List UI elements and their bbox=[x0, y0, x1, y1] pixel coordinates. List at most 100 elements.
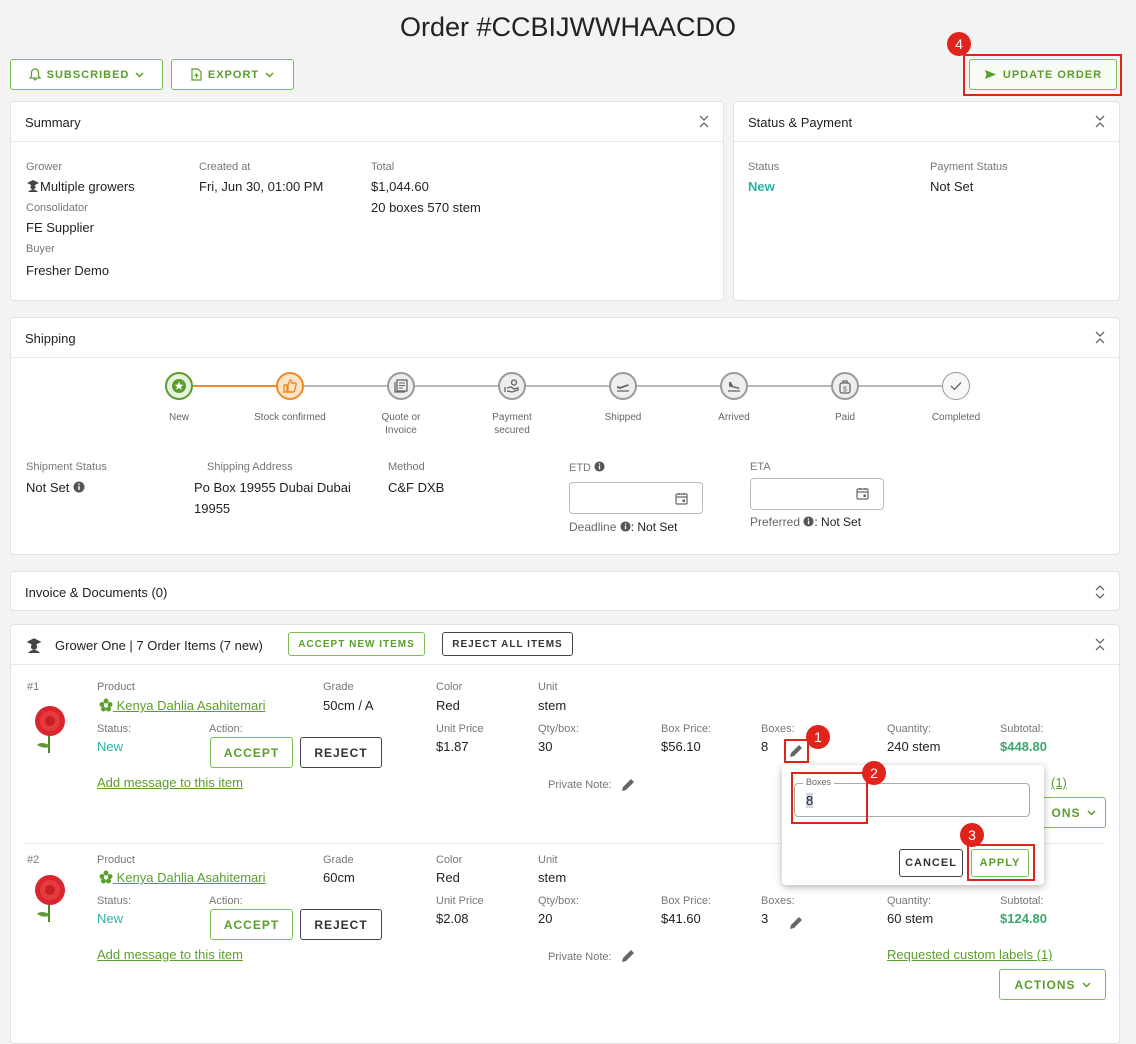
subscribed-button[interactable]: SUBSCRIBED bbox=[10, 59, 163, 90]
actions-button-partial[interactable]: ONS bbox=[1041, 797, 1106, 828]
info-icon[interactable] bbox=[73, 481, 85, 493]
pencil-icon[interactable] bbox=[788, 743, 804, 759]
color-label: Color bbox=[436, 681, 463, 693]
total-value: $1,044.60 bbox=[371, 179, 429, 194]
product-link[interactable]: Kenya Dahlia Asahitemari bbox=[99, 698, 265, 713]
boxes-input-value[interactable]: 8 bbox=[806, 793, 814, 808]
grade-value: 60cm bbox=[323, 870, 355, 885]
reject-all-items-button[interactable]: REJECT ALL ITEMS bbox=[442, 632, 573, 656]
requested-labels-link-partial[interactable]: (1) bbox=[1051, 775, 1067, 790]
apply-button[interactable]: APPLY bbox=[971, 849, 1029, 877]
private-note-label: Private Note: bbox=[548, 951, 612, 963]
accept-item-button[interactable]: ACCEPT bbox=[210, 909, 293, 940]
box-price-label: Box Price: bbox=[661, 723, 712, 735]
collapse-icon[interactable] bbox=[1093, 112, 1107, 132]
preferred-value: Preferred : Not Set bbox=[750, 515, 862, 529]
step-label-payment-secured: Payment secured bbox=[492, 412, 532, 436]
color-value: Red bbox=[436, 870, 460, 885]
etd-date-input[interactable] bbox=[569, 482, 703, 514]
shipment-status-value: Not Set bbox=[26, 480, 85, 495]
cancel-button[interactable]: CANCEL bbox=[899, 849, 963, 877]
status-label: Status bbox=[748, 161, 780, 173]
total-label: Total bbox=[371, 161, 395, 173]
created-value: Fri, Jun 30, 01:00 PM bbox=[199, 179, 324, 194]
add-message-link[interactable]: Add message to this item bbox=[97, 775, 243, 790]
subscribed-label: SUBSCRIBED bbox=[46, 68, 130, 81]
update-order-button[interactable]: UPDATE ORDER bbox=[969, 59, 1117, 90]
status-payment-header[interactable]: Status & Payment bbox=[734, 102, 1119, 142]
consolidator-label: Consolidator bbox=[26, 202, 88, 214]
chevron-down-icon bbox=[135, 71, 144, 78]
expand-icon[interactable] bbox=[1093, 582, 1107, 602]
private-note-label: Private Note: bbox=[548, 779, 612, 791]
status-label: Status: bbox=[97, 895, 132, 907]
summary-header[interactable]: Summary bbox=[11, 102, 723, 142]
info-icon[interactable] bbox=[803, 516, 814, 527]
pencil-icon[interactable] bbox=[788, 915, 804, 931]
info-icon[interactable] bbox=[620, 521, 631, 532]
grade-label: Grade bbox=[323, 681, 354, 693]
item-status-value: New bbox=[97, 911, 124, 926]
summary-title: Summary bbox=[25, 115, 81, 130]
annotation-box-3 bbox=[967, 844, 1035, 881]
accept-new-items-button[interactable]: ACCEPT NEW ITEMS bbox=[288, 632, 425, 656]
step-stock-confirmed-icon bbox=[276, 372, 304, 400]
unit-label: Unit bbox=[538, 854, 558, 866]
item-index: #1 bbox=[27, 681, 40, 693]
box-price-value: $56.10 bbox=[661, 739, 701, 754]
annotation-marker-3: 3 bbox=[960, 823, 984, 847]
collapse-icon[interactable] bbox=[697, 112, 711, 132]
method-label: Method bbox=[388, 461, 425, 473]
boxes-input-field[interactable]: Boxes 8 bbox=[794, 777, 1030, 817]
shipment-status-label: Shipment Status bbox=[26, 461, 107, 473]
unit-price-value: $2.08 bbox=[436, 911, 469, 926]
accept-item-button[interactable]: ACCEPT bbox=[210, 737, 293, 768]
item-divider bbox=[25, 843, 1105, 844]
status-value: New bbox=[748, 179, 775, 194]
chevron-down-icon bbox=[265, 71, 274, 78]
svg-text:$: $ bbox=[843, 386, 847, 393]
requested-labels-link[interactable]: Requested custom labels (1) bbox=[887, 947, 1053, 962]
export-button[interactable]: EXPORT bbox=[171, 59, 294, 90]
annotation-marker-2: 2 bbox=[862, 761, 886, 785]
page-title: Order #CCBIJWWHAACDO bbox=[399, 12, 737, 42]
calendar-icon[interactable] bbox=[856, 487, 869, 500]
shipping-address-line1: Po Box 19955 Dubai Dubai bbox=[194, 480, 351, 495]
pencil-icon[interactable] bbox=[620, 777, 636, 793]
actions-button[interactable]: ACTIONS bbox=[999, 969, 1106, 1000]
annotation-box-4 bbox=[963, 54, 1122, 96]
step-label-arrived: Arrived bbox=[718, 412, 750, 423]
reject-item-button[interactable]: REJECT bbox=[300, 909, 382, 940]
subtotal-value: $448.80 bbox=[1000, 739, 1047, 754]
box-price-value: $41.60 bbox=[661, 911, 701, 926]
info-icon[interactable] bbox=[594, 461, 605, 472]
calendar-icon[interactable] bbox=[675, 492, 688, 505]
step-shipped-icon bbox=[609, 372, 637, 400]
eta-date-input[interactable] bbox=[750, 478, 884, 510]
grower-header[interactable]: Grower One | 7 Order Items (7 new) ACCEP… bbox=[11, 625, 1119, 665]
annotation-marker-4: 4 bbox=[947, 32, 971, 56]
step-label-shipped: Shipped bbox=[604, 412, 642, 423]
qty-box-label: Qty/box: bbox=[538, 723, 579, 735]
collapse-icon[interactable] bbox=[1093, 635, 1107, 655]
step-label-stock-confirmed: Stock confirmed bbox=[254, 412, 326, 423]
consolidator-value: FE Supplier bbox=[26, 220, 94, 235]
eta-label: ETA bbox=[750, 461, 771, 473]
invoice-documents-card[interactable]: Invoice & Documents (0) bbox=[10, 571, 1120, 611]
subtotal-value: $124.80 bbox=[1000, 911, 1047, 926]
unit-value: stem bbox=[538, 870, 567, 885]
shipping-header[interactable]: Shipping bbox=[11, 318, 1119, 358]
reject-item-button[interactable]: REJECT bbox=[300, 737, 382, 768]
qty-box-value: 20 bbox=[538, 911, 553, 926]
step-label-completed: Completed bbox=[931, 412, 981, 423]
unit-price-value: $1.87 bbox=[436, 739, 469, 754]
pencil-icon[interactable] bbox=[620, 948, 636, 964]
product-link[interactable]: Kenya Dahlia Asahitemari bbox=[99, 870, 265, 885]
subtotal-label: Subtotal: bbox=[1000, 723, 1044, 735]
status-label: Status: bbox=[97, 723, 132, 735]
collapse-icon[interactable] bbox=[1093, 328, 1107, 348]
subtotal-label: Subtotal: bbox=[1000, 895, 1044, 907]
add-message-link[interactable]: Add message to this item bbox=[97, 947, 243, 962]
action-label: Action: bbox=[209, 895, 243, 907]
item-index: #2 bbox=[27, 854, 40, 866]
